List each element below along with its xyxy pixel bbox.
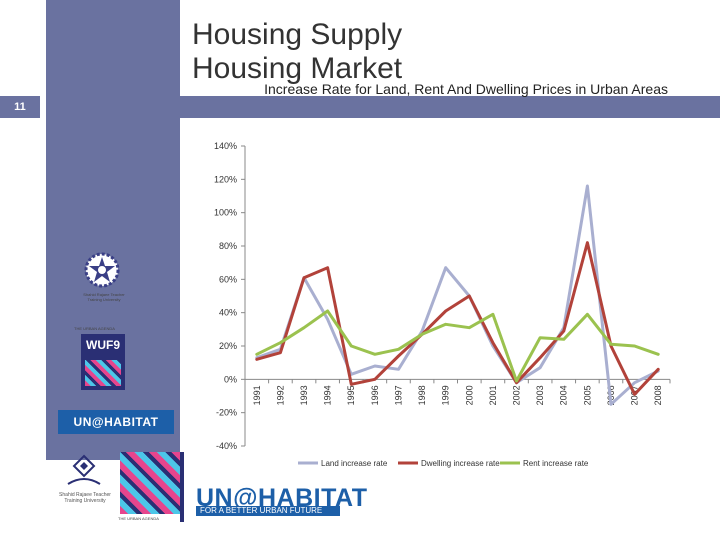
wuf-bottom-label: THE URBAN AGENDA bbox=[118, 516, 159, 521]
wuf-logo: WUF9 bbox=[81, 334, 125, 390]
chart-title: Increase Rate for Land, Rent And Dwellin… bbox=[264, 81, 668, 97]
slide-number: 11 bbox=[14, 101, 26, 113]
training-center-caption: Shahid Rajaee Teacher Training Universit… bbox=[83, 292, 125, 302]
university-caption: Shahid Rajaee Teacher Training Universit… bbox=[59, 492, 111, 504]
training-center-logo-icon bbox=[84, 252, 120, 288]
legend-label: Rent increase rate bbox=[523, 459, 589, 468]
chart-legend: Land increase rate Dwelling increase rate… bbox=[298, 459, 589, 468]
side-panel bbox=[46, 0, 180, 460]
wuf-label: THE URBAN AGENDA bbox=[74, 326, 115, 331]
divider-strip bbox=[180, 452, 184, 522]
slide-title-line-1: Housing Supply bbox=[192, 18, 403, 51]
university-emblem-icon bbox=[67, 454, 101, 485]
legend-label: Land increase rate bbox=[321, 459, 388, 468]
slide-title-line-2: Housing Market bbox=[192, 52, 403, 85]
wuf-logo-text: WUF9 bbox=[86, 338, 120, 352]
legend-label: Dwelling increase rate bbox=[421, 459, 500, 468]
title-rule-gap bbox=[40, 96, 46, 118]
wuf-pattern-large-icon bbox=[120, 452, 180, 514]
un-habitat-logo-small: UN@HABITAT bbox=[58, 410, 174, 434]
title-rule bbox=[0, 96, 720, 118]
slide-title: Housing Supply Housing Market bbox=[192, 18, 692, 86]
chart-panel bbox=[180, 118, 720, 460]
un-habitat-tagline: FOR A BETTER URBAN FUTURE bbox=[196, 506, 340, 516]
wuf-pattern-icon bbox=[85, 360, 121, 386]
